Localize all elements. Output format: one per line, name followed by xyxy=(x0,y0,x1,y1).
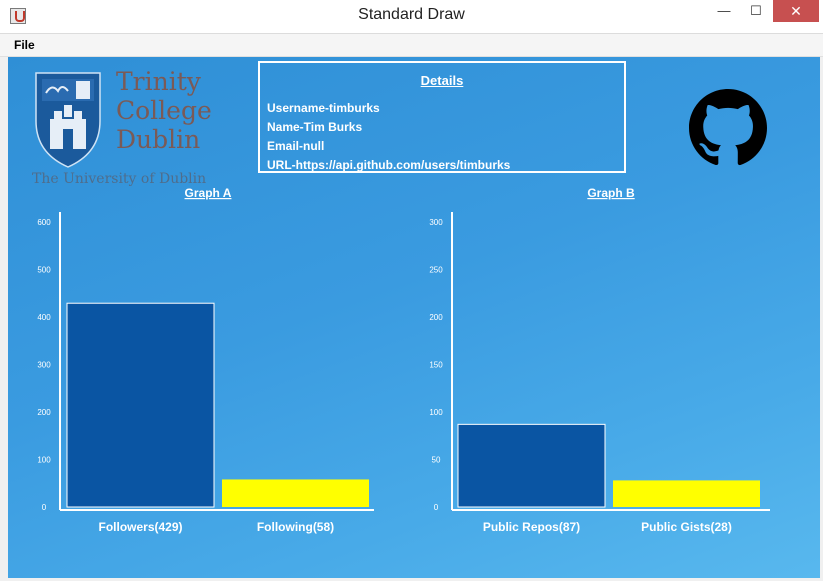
minimize-button[interactable]: — xyxy=(717,3,731,18)
y-tick-label-0: 0 xyxy=(42,503,47,512)
y-tick-label-1: 150 xyxy=(429,361,443,370)
details-name: Name-Tim Burks xyxy=(267,120,363,134)
category-label-1-1: Public Gists(28) xyxy=(641,520,732,534)
menu-bar: File xyxy=(0,34,823,57)
maximize-button[interactable]: ☐ xyxy=(750,3,762,18)
details-url: URL-https://api.github.com/users/timburk… xyxy=(267,158,511,172)
graph-title-0: Graph A xyxy=(185,186,232,200)
category-label-0-0: Followers(429) xyxy=(98,520,182,534)
github-icon xyxy=(689,89,767,166)
window-titlebar: Standard Draw — ☐ ✕ xyxy=(0,0,823,34)
y-tick-label-1: 0 xyxy=(434,503,439,512)
trinity-college-logo: Trinity College Dublin xyxy=(32,67,222,189)
y-tick-label-1: 100 xyxy=(429,408,443,417)
logo-subtitle: The University of Dublin xyxy=(32,171,207,187)
details-username: Username-timburks xyxy=(267,101,380,115)
java-app-icon xyxy=(10,8,26,24)
trinity-college-crest-icon xyxy=(35,72,101,168)
y-tick-label-1: 250 xyxy=(429,266,443,275)
details-email: Email-null xyxy=(267,139,325,153)
menu-file[interactable]: File xyxy=(14,38,35,52)
bar-1-0 xyxy=(457,423,606,508)
github-logo xyxy=(689,89,767,172)
y-tick-label-1: 300 xyxy=(429,218,443,227)
logo-text-line2: College xyxy=(116,96,212,125)
bar-1-1 xyxy=(613,480,760,507)
close-button[interactable]: ✕ xyxy=(773,0,819,22)
graph-b: Graph B 0 50 100 150 200 250 300 Public Repos(87… xyxy=(429,186,770,534)
y-tick-label-0: 300 xyxy=(37,361,51,370)
bar-0-0 xyxy=(66,302,215,508)
details-panel: Details Username-timburks Name-Tim Burks… xyxy=(258,61,626,173)
graph-title-1: Graph B xyxy=(587,186,635,200)
bar-0-1 xyxy=(222,479,369,507)
category-label-1-0: Public Repos(87) xyxy=(483,520,580,534)
graph-a: Graph A 0 100 200 300 400 500 600 Followers(429)… xyxy=(37,186,374,534)
logo-text-line3: Dublin xyxy=(116,125,201,154)
y-tick-label-0: 400 xyxy=(37,313,51,322)
y-tick-label-0: 600 xyxy=(37,218,51,227)
y-tick-label-1: 50 xyxy=(432,456,441,465)
y-tick-label-0: 500 xyxy=(37,266,51,275)
category-label-0-1: Following(58) xyxy=(257,520,334,534)
drawing-canvas: Trinity College Dublin The University of… xyxy=(8,57,820,578)
logo-text-line1: Trinity xyxy=(116,67,201,96)
y-tick-label-0: 100 xyxy=(37,456,51,465)
window-title: Standard Draw xyxy=(358,6,465,23)
y-tick-label-0: 200 xyxy=(37,408,51,417)
details-title: Details xyxy=(420,73,464,88)
y-tick-label-1: 200 xyxy=(429,313,443,322)
